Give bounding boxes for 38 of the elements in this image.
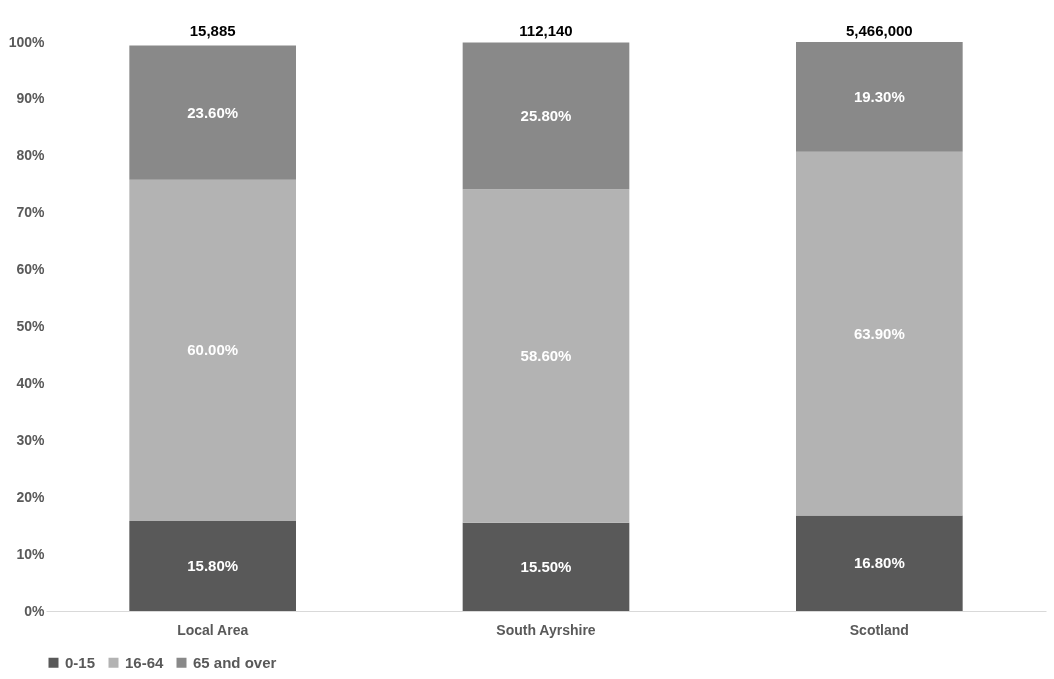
data-label: 16.80%	[853, 554, 905, 572]
y-tick-label: 0%	[24, 602, 46, 619]
y-tick-label: 50%	[16, 318, 46, 334]
y-tick-label: 20%	[16, 488, 46, 505]
text: 15,885	[189, 22, 236, 39]
data-label: 15.50%	[520, 557, 572, 575]
y-tick-label: 80%	[16, 147, 46, 164]
bar	[796, 42, 963, 152]
bar	[796, 515, 963, 611]
data-label: 15.80%	[187, 557, 239, 575]
legend-label: 16-64	[125, 653, 165, 671]
text: 5,466,000	[845, 22, 913, 39]
data-label: 19.30%	[853, 87, 905, 105]
y-tick-label: 40%	[16, 374, 46, 391]
x-tick-label: Scotland	[849, 621, 909, 638]
bar	[796, 151, 963, 516]
legend-label: 0-15	[65, 653, 96, 671]
text: 112,140	[519, 22, 573, 39]
y-tick-label: 70%	[16, 204, 46, 221]
bar	[129, 45, 296, 180]
bar	[462, 189, 630, 523]
x-tick-label: Local Area	[177, 621, 249, 638]
y-tick-label: 30%	[16, 431, 46, 448]
data-label: 63.90%	[853, 324, 905, 342]
y-tick-label: 90%	[16, 90, 46, 107]
x-tick-label: South Ayrshire	[496, 621, 596, 638]
data-label: 23.60%	[187, 103, 239, 121]
bar	[462, 42, 630, 190]
data-label: 60.00%	[187, 341, 239, 359]
y-tick-label: 60%	[16, 261, 46, 278]
bar	[462, 522, 630, 611]
bar	[129, 179, 296, 522]
data-label: 25.80%	[520, 106, 572, 124]
legend-label: 65 and over	[193, 653, 277, 671]
y-tick-label: 100%	[8, 33, 46, 50]
y-tick-label: 10%	[16, 545, 46, 562]
bar	[129, 521, 296, 611]
data-label: 58.60%	[520, 347, 572, 365]
